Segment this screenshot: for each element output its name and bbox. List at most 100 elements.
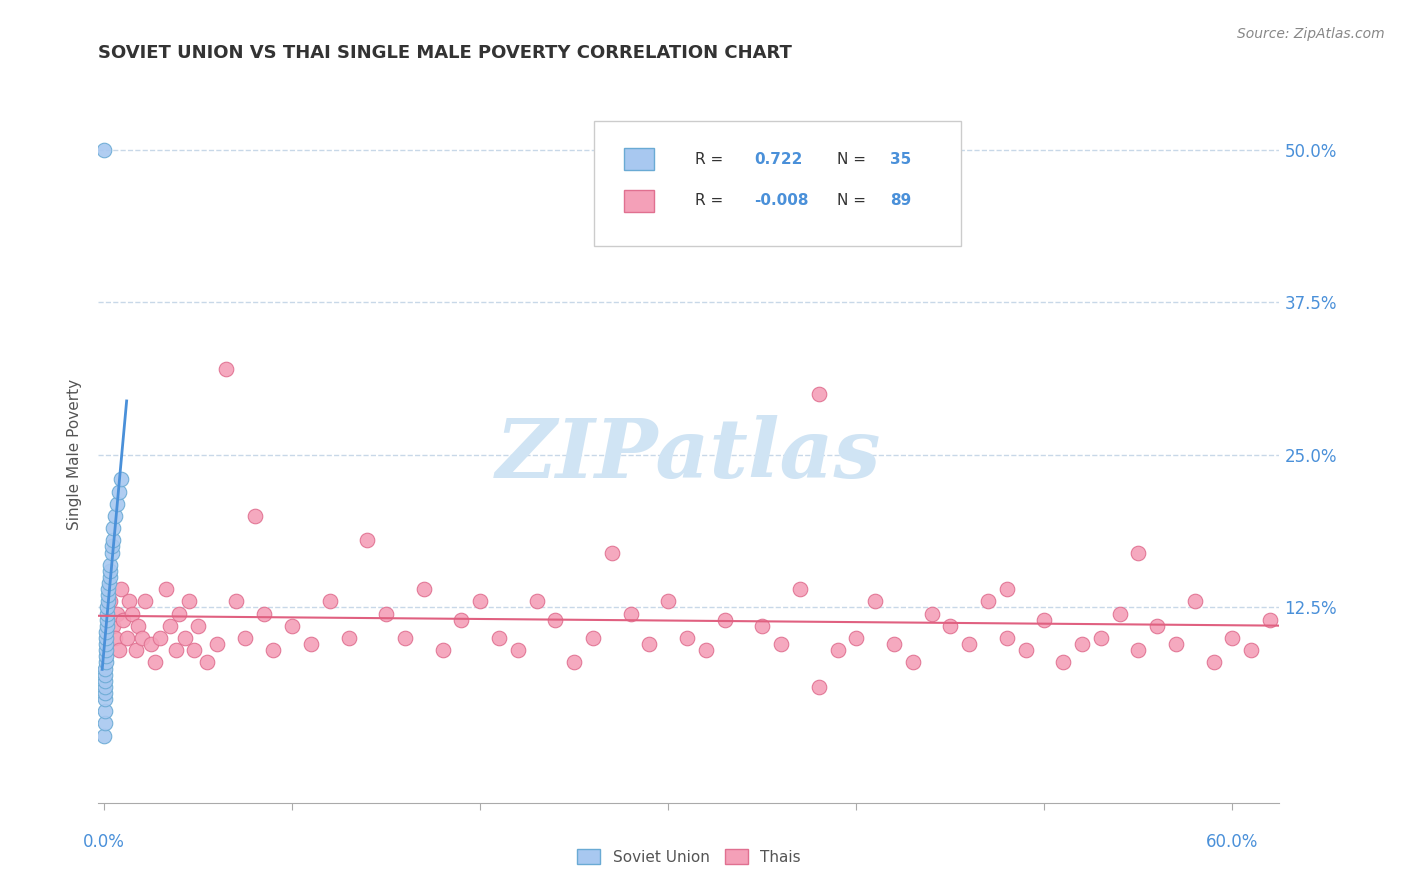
Point [1240,643,1263,657]
Point [770,637,793,651]
Point [177,594,200,608]
Point [620,607,643,621]
Point [104,631,127,645]
Point [921,607,943,621]
Point [93,716,115,731]
Point [183,643,205,657]
Point [827,643,849,657]
Point [94,692,117,706]
Point [94,631,117,645]
Point [995,582,1018,597]
Point [94,637,117,651]
Point [807,387,830,401]
Point [125,643,148,657]
Point [1128,545,1150,559]
Point [143,656,166,670]
Point [1108,607,1130,621]
Point [103,533,125,548]
Point [98,564,121,578]
Point [94,656,117,670]
Point [544,613,567,627]
Text: 0.0%: 0.0% [83,833,125,851]
Point [1222,631,1244,645]
Point [582,631,605,645]
Point [1052,656,1074,670]
Point [253,607,276,621]
Text: -0.008: -0.008 [754,194,808,209]
Point [94,704,117,718]
Point [205,637,228,651]
Point [104,508,127,523]
Point [939,619,962,633]
Point [108,484,131,499]
Point [159,619,181,633]
Point [94,686,117,700]
FancyBboxPatch shape [595,121,960,246]
Point [174,631,197,645]
Text: R =: R = [695,152,723,167]
Point [789,582,811,597]
Point [93,143,115,157]
Point [243,508,266,523]
Point [233,631,256,645]
Point [356,533,378,548]
Point [155,582,177,597]
Point [375,607,398,621]
Point [97,582,120,597]
Text: N =: N = [837,194,866,209]
Point [97,588,120,602]
Text: N =: N = [837,152,866,167]
Point [1278,594,1301,608]
Point [165,643,187,657]
Point [337,631,360,645]
Point [94,673,117,688]
Point [676,631,699,645]
Point [103,619,125,633]
Point [105,607,128,621]
Point [1184,594,1206,608]
Point [470,594,492,608]
Point [1202,656,1225,670]
Point [657,594,679,608]
Point [957,637,980,651]
Point [96,619,118,633]
Point [215,362,238,376]
Legend: Soviet Union, Thais: Soviet Union, Thais [578,849,800,864]
Point [1014,643,1036,657]
Point [96,607,118,621]
Point [1090,631,1112,645]
Point [506,643,529,657]
Point [127,619,149,633]
Point [96,624,118,639]
Point [96,613,118,627]
Point [1033,613,1056,627]
Point [751,619,773,633]
Point [98,570,121,584]
Bar [624,148,654,170]
Point [139,637,162,651]
Point [94,649,117,664]
Point [98,594,121,608]
Point [262,643,284,657]
Point [281,619,304,633]
Point [187,619,209,633]
Y-axis label: Single Male Poverty: Single Male Poverty [67,379,83,531]
Point [845,631,868,645]
Text: 0.722: 0.722 [754,152,803,167]
Point [1128,643,1150,657]
Point [299,637,322,651]
Point [94,680,117,694]
Point [110,582,132,597]
Point [901,656,924,670]
Point [488,631,510,645]
Bar [624,190,654,212]
Point [807,680,830,694]
Text: ZIPatlas: ZIPatlas [496,415,882,495]
Text: 89: 89 [890,194,911,209]
Text: 60.0%: 60.0% [1206,833,1258,851]
Point [695,643,717,657]
Point [638,637,661,651]
Point [108,643,131,657]
Text: SOVIET UNION VS THAI SINGLE MALE POVERTY CORRELATION CHART: SOVIET UNION VS THAI SINGLE MALE POVERTY… [98,45,793,62]
Point [105,497,128,511]
